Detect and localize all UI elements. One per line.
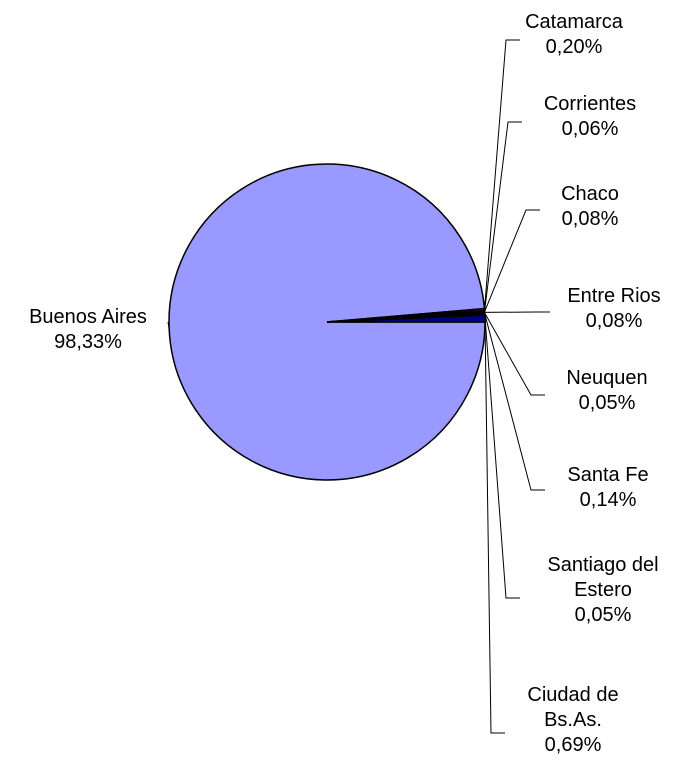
- leader-line: [484, 318, 505, 734]
- slice-label: Entre Rios 0,08%: [549, 284, 679, 334]
- category-label: Entre Rios: [567, 285, 661, 307]
- value-label: 0,06%: [561, 118, 619, 140]
- leader-line: [484, 209, 540, 312]
- category-label: Ciudad de Bs.As.: [527, 684, 619, 731]
- leader-line: [484, 39, 520, 310]
- slice-label: Santiago del Estero 0,05%: [533, 553, 673, 628]
- slice-label: Catamarca 0,20%: [514, 10, 634, 60]
- slice-label: Chaco 0,08%: [540, 182, 640, 232]
- category-label: Santiago del Estero: [547, 554, 659, 601]
- leader-line: [484, 313, 545, 491]
- value-label: 0,14%: [579, 489, 637, 511]
- slice-label: Ciudad de Bs.As. 0,69%: [513, 683, 633, 758]
- category-label: Catamarca: [525, 11, 623, 33]
- leader-line: [484, 314, 520, 599]
- value-label: 98,33%: [54, 331, 122, 353]
- leader-line: [484, 312, 545, 396]
- slice-label: Neuquen 0,05%: [552, 366, 662, 416]
- slice-label: Corrientes 0,06%: [525, 92, 655, 142]
- value-label: 0,20%: [545, 36, 603, 58]
- category-label: Corrientes: [543, 93, 637, 115]
- value-label: 0,08%: [561, 208, 619, 230]
- category-label: Buenos Aires: [29, 306, 147, 328]
- category-label: Santa Fe: [567, 464, 649, 486]
- value-label: 0,05%: [578, 392, 636, 414]
- slice-label: Santa Fe 0,14%: [553, 463, 663, 513]
- value-label: 0,08%: [585, 310, 643, 332]
- value-label: 0,05%: [574, 604, 632, 626]
- category-label: Neuquen: [566, 367, 648, 389]
- value-label: 0,69%: [544, 734, 602, 756]
- category-label: Chaco: [561, 183, 619, 205]
- leader-line: [484, 121, 522, 311]
- slice-label: Buenos Aires 98,33%: [3, 305, 173, 355]
- leader-line: [167, 321, 170, 329]
